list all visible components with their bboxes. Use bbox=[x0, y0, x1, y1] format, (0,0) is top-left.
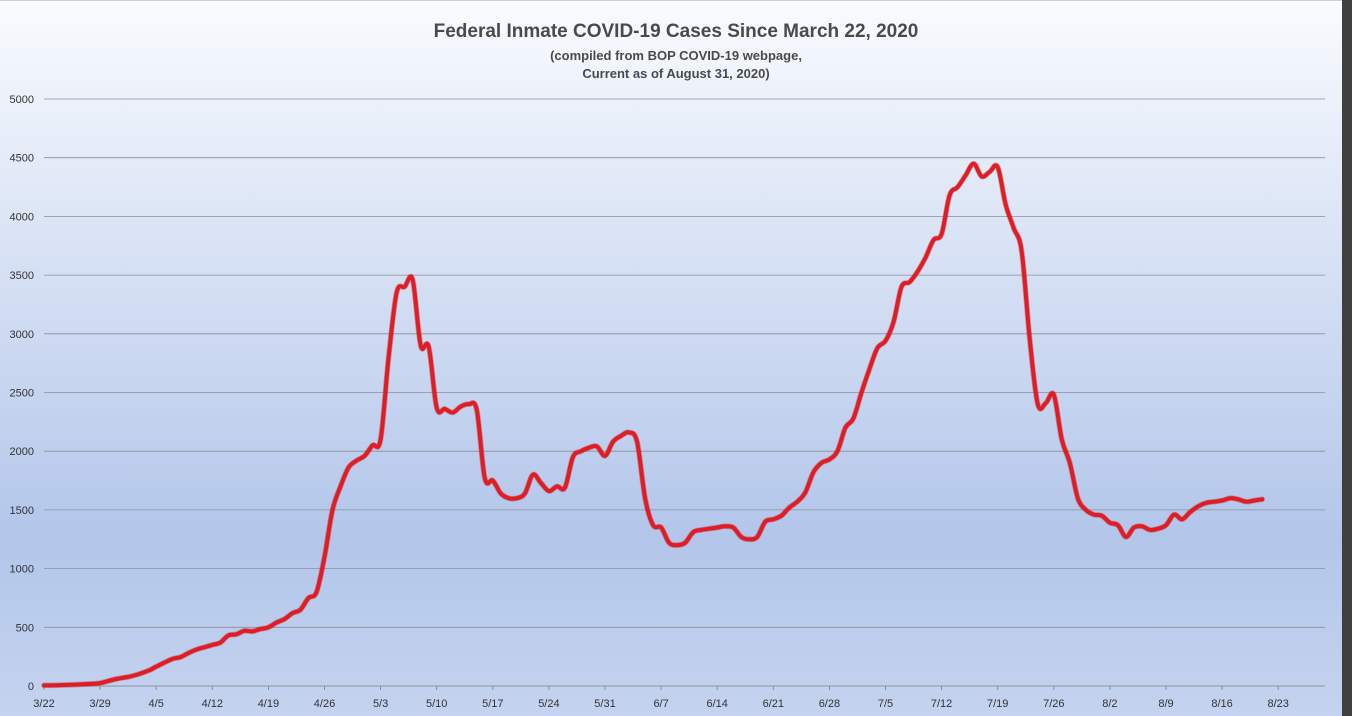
x-tick-label: 7/19 bbox=[987, 698, 1008, 710]
y-tick-label: 2000 bbox=[10, 446, 34, 458]
frame-edge bbox=[1342, 0, 1352, 716]
y-tick-label: 2500 bbox=[10, 388, 34, 400]
x-tick-label: 4/19 bbox=[258, 698, 279, 710]
x-tick-label: 6/21 bbox=[763, 698, 784, 710]
x-tick-label: 6/28 bbox=[819, 698, 840, 710]
x-axis: 3/22 3/29 4/5 4/12 4/19 4/26 5/3 5/10 5/17 5/24 5/… bbox=[33, 686, 1289, 710]
x-tick-label: 4/12 bbox=[202, 698, 223, 710]
x-tick-label: 5/17 bbox=[482, 698, 503, 710]
x-tick-label: 7/12 bbox=[931, 698, 952, 710]
x-tick-label: 7/5 bbox=[878, 698, 893, 710]
gridlines bbox=[44, 98, 1325, 687]
x-tick-label: 3/29 bbox=[89, 698, 110, 710]
y-tick-label: 1500 bbox=[10, 505, 34, 517]
x-tick-label: 5/31 bbox=[594, 698, 615, 710]
y-tick-label: 0 bbox=[28, 681, 34, 693]
chart-title: Federal Inmate COVID-19 Cases Since Marc… bbox=[434, 21, 919, 42]
x-tick-label: 6/7 bbox=[653, 698, 668, 710]
y-axis: 0 500 1000 1500 2000 2500 3000 3500 4000 4500 5000 bbox=[10, 94, 34, 693]
x-tick-label: 5/3 bbox=[373, 698, 388, 710]
x-tick-label: 4/5 bbox=[149, 698, 164, 710]
y-tick-label: 500 bbox=[16, 622, 34, 634]
y-tick-label: 4500 bbox=[10, 153, 34, 165]
x-tick-label: 6/14 bbox=[706, 698, 727, 710]
chart-subtitle-line-1: (compiled from BOP COVID-19 webpage, bbox=[550, 48, 802, 63]
x-tick-label: 8/2 bbox=[1102, 698, 1117, 710]
x-tick-label: 8/23 bbox=[1267, 698, 1288, 710]
series-group bbox=[41, 160, 1265, 689]
x-tick-label: 8/16 bbox=[1211, 698, 1232, 710]
x-tick-label: 3/22 bbox=[33, 698, 54, 710]
y-tick-label: 3000 bbox=[10, 329, 34, 341]
x-tick-label: 8/9 bbox=[1158, 698, 1173, 710]
y-tick-label: 5000 bbox=[10, 94, 34, 106]
x-tick-label: 4/26 bbox=[314, 698, 335, 710]
y-tick-label: 3500 bbox=[10, 270, 34, 282]
y-tick-label: 4000 bbox=[10, 211, 34, 223]
x-tick-label: 7/26 bbox=[1043, 698, 1064, 710]
chart-subtitle-line-2: Current as of August 31, 2020) bbox=[582, 66, 769, 81]
x-tick-label: 5/10 bbox=[426, 698, 447, 710]
x-tick-label: 5/24 bbox=[538, 698, 559, 710]
y-tick-label: 1000 bbox=[10, 564, 34, 576]
series-line bbox=[42, 161, 1265, 688]
